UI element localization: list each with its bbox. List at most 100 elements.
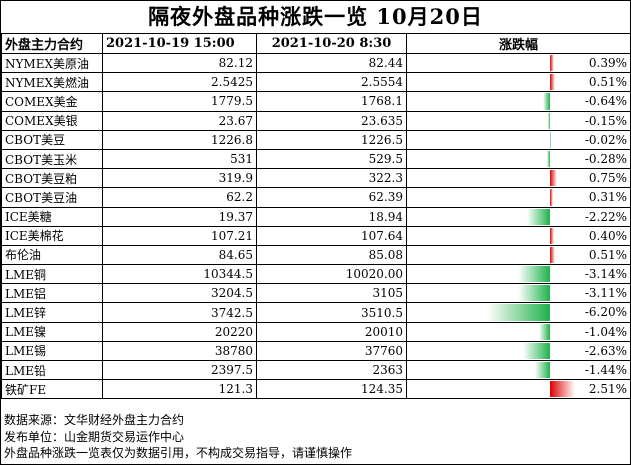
curr-price: 37760 [256,340,407,362]
table-row: 铁矿FE 121.3 124.35 2.51% [1,379,631,400]
prev-price: 2397.5 [102,359,257,381]
contract-name: LME铝 [1,283,103,304]
prev-price: 2.5425 [102,72,257,93]
notes: 数据来源：文华财经外盘主力合约 发布单位：山金期货交易运作中心 外盘品种涨跌一览… [4,412,624,462]
change-bar [549,131,551,148]
curr-price: 18.94 [256,206,407,227]
table-body: NYMEX美原油 82.12 82.44 0.39% NYMEX美燃油 2.5425 2.5… [1,52,631,400]
prev-price: 84.65 [102,244,257,266]
table-row: ICE美棉花 107.21 107.64 0.40% [1,225,631,246]
contract-name: NYMEX美原油 [1,52,103,74]
change-percent: -2.22% [584,209,627,224]
contract-name: LME镍 [1,321,103,342]
table-row: LME铜 10344.5 10020.00 -3.14% [1,264,631,285]
change-cell: -3.11% [406,283,631,304]
prev-price: 23.67 [102,110,257,131]
change-percent: -1.04% [584,324,627,339]
curr-price: 529.5 [256,148,407,170]
change-bar [549,246,555,264]
change-percent: -3.11% [584,286,627,301]
contract-name: ICE美糖 [1,206,103,227]
change-cell: 2.51% [406,379,631,400]
prev-price: 19.37 [102,206,257,227]
curr-price: 20010 [256,321,407,342]
change-cell: -2.22% [406,206,631,227]
prev-price: 1779.5 [102,91,257,112]
change-bar [549,227,554,244]
header-change: 涨跌幅 [406,33,631,54]
contract-name: 布伦油 [1,244,103,266]
table-row: LME铅 2397.5 2363 -1.44% [1,359,631,381]
curr-price: 10020.00 [256,264,407,285]
change-bar-area: 0.39% [408,55,630,72]
change-bar-area: -0.64% [408,93,630,110]
change-bar [539,323,550,340]
contract-name: LME锌 [1,302,103,323]
change-cell: -2.63% [406,340,631,362]
change-bar-area: -2.22% [408,208,630,225]
change-cell: -0.02% [406,129,631,150]
contract-name: CBOT美豆 [1,129,103,150]
change-cell: -0.64% [406,91,631,112]
change-bar-area: 0.51% [408,74,630,91]
table-row: CBOT美豆油 62.2 62.39 0.31% [1,187,631,208]
change-bar-area: 0.51% [408,246,630,264]
prev-price: 82.12 [102,52,257,74]
change-bar-area: -0.02% [408,131,630,148]
change-bar-area: -0.15% [408,112,630,129]
change-percent: -6.20% [584,305,627,320]
contract-name: CBOT美豆粕 [1,168,103,189]
change-bar-area: 0.75% [408,170,630,187]
change-bar [523,342,550,359]
contract-name: ICE美棉花 [1,225,103,246]
header-prev-time: 2021-10-19 15:00 [102,33,257,54]
change-cell: 0.39% [406,52,631,74]
change-percent: -0.28% [584,151,627,166]
change-percent: 0.39% [588,56,627,70]
change-cell: 0.75% [406,168,631,189]
contract-name: 铁矿FE [1,379,103,400]
change-bar-area: 0.40% [408,227,630,244]
page-title: 隔夜外盘品种涨跌一览 10月20日 [1,1,630,34]
change-cell: 0.51% [406,244,631,266]
table-row: LME镍 20220 20010 -1.04% [1,321,631,342]
header-contract: 外盘主力合约 [1,33,103,54]
note-disclaimer: 外盘品种涨跌一览表仅为数据引用，不构成交易指导，请谨慎操作 [4,446,353,460]
change-cell: -0.28% [406,148,631,170]
change-cell: -1.44% [406,359,631,381]
change-bar [549,74,555,91]
table-row: LME锡 38780 37760 -2.63% [1,340,631,362]
table-row: CBOT美玉米 531 529.5 -0.28% [1,148,631,170]
change-percent: -0.15% [584,113,627,128]
prev-price: 62.2 [102,187,257,208]
curr-price: 3510.5 [256,302,407,323]
change-cell: 0.31% [406,187,631,208]
contract-name: NYMEX美燃油 [1,72,103,93]
contract-name: LME铅 [1,359,103,381]
curr-price: 107.64 [256,225,407,246]
change-percent: 0.40% [588,228,627,243]
change-bar-area: -2.63% [408,342,630,359]
change-percent: -0.64% [584,94,627,109]
change-percent: -3.14% [584,267,627,282]
table-row: CBOT美豆粕 319.9 322.3 0.75% [1,168,631,189]
change-percent: 0.75% [588,171,627,186]
table-row: 布伦油 84.65 85.08 0.51% [1,244,631,266]
change-bar-area: -3.14% [408,266,630,283]
change-bar-area: -3.11% [408,285,630,302]
header-curr-time: 2021-10-20 8:30 [256,33,407,54]
prev-price: 10344.5 [102,264,257,285]
table-row: COMEX美金 1779.5 1768.1 -0.64% [1,91,631,112]
change-bar [527,208,550,225]
prev-price: 121.3 [102,379,257,400]
change-percent: 0.31% [588,190,627,205]
contract-name: COMEX美金 [1,91,103,112]
contract-name: CBOT美玉米 [1,148,103,170]
table-row: NYMEX美原油 82.12 82.44 0.39% [1,52,631,74]
change-percent: -2.63% [584,343,627,358]
change-percent: -1.44% [584,363,627,377]
prev-price: 1226.8 [102,129,257,150]
change-bar [518,285,550,302]
curr-price: 62.39 [256,187,407,208]
curr-price: 85.08 [256,244,407,266]
